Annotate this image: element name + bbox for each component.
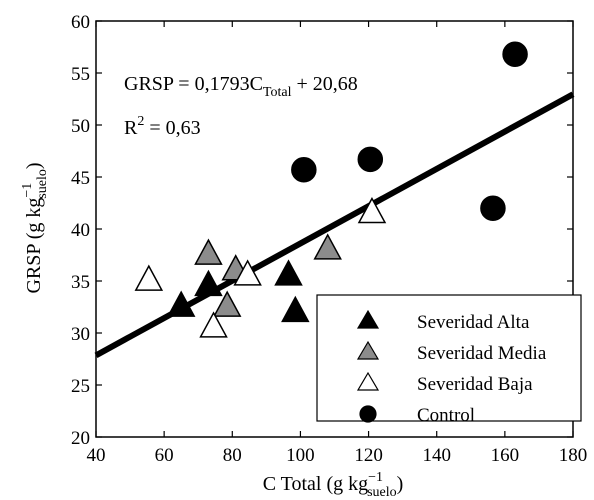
y-tick-label: 55	[71, 64, 90, 85]
regression-equation: GRSP = 0,1793CTotal + 20,68	[124, 73, 358, 100]
point-severidad-alta	[166, 290, 196, 317]
point-severidad-media	[212, 290, 242, 317]
y-tick-label: 50	[71, 116, 90, 137]
legend-item-severidad-media: Severidad Media	[356, 340, 547, 364]
y-tick-label: 30	[71, 324, 90, 345]
point-severidad-baja	[134, 264, 164, 291]
legend-item-severidad-baja: Severidad Baja	[356, 371, 533, 395]
legend-label: Severidad Alta	[417, 312, 530, 333]
y-tick-label: 20	[71, 428, 90, 449]
point-severidad-alta	[194, 269, 223, 297]
point-severidad-alta	[274, 259, 303, 286]
legend-marker	[356, 309, 380, 329]
axis-ticks: 40 60 80 100 120 140 160 180 20 25 30 35 40 45 50 55 60	[71, 12, 587, 466]
point-severidad-alta	[281, 295, 310, 323]
legend-item-severidad-alta: Severidad Alta	[356, 309, 530, 333]
legend-marker	[356, 340, 380, 360]
x-axis-title: C Total (g kg−1 suelo)	[263, 470, 404, 500]
x-tick-label: 40	[87, 445, 106, 466]
x-tick-label: 180	[559, 445, 588, 466]
x-tick-label: 160	[491, 445, 520, 466]
legend: Severidad Alta Severidad Media Severidad B…	[316, 294, 582, 426]
point-severidad-media	[194, 238, 223, 265]
legend-item-control: Control	[359, 405, 475, 426]
y-tick-label: 60	[71, 12, 90, 33]
plot-area: 40 60 80 100 120 140 160 180 20 25 30 35 40 45 50 55 60	[71, 12, 587, 466]
point-control	[357, 146, 384, 173]
legend-label: Control	[417, 405, 475, 426]
x-tick-label: 80	[223, 445, 242, 466]
legend-label: Severidad Media	[417, 343, 547, 364]
y-tick-label: 40	[71, 220, 90, 241]
y-tick-label: 25	[71, 376, 90, 397]
legend-label: Severidad Baja	[417, 374, 533, 395]
point-control	[480, 195, 506, 221]
x-tick-label: 60	[155, 445, 174, 466]
legend-marker	[356, 371, 380, 391]
point-severidad-baja	[233, 259, 262, 286]
point-severidad-baja	[357, 196, 387, 224]
legend-marker	[359, 405, 377, 423]
r-squared-label: R2 = 0,63	[124, 114, 201, 139]
point-control	[502, 41, 528, 68]
y-tick-label: 45	[71, 168, 90, 189]
x-tick-label: 140	[422, 445, 451, 466]
y-tick-label: 35	[71, 272, 90, 293]
point-control	[291, 156, 317, 183]
data-points	[134, 41, 528, 338]
x-tick-label: 100	[286, 445, 315, 466]
y-axis-title: GRSP (g kg−1suelo)	[20, 162, 50, 293]
point-severidad-baja	[199, 311, 228, 338]
point-severidad-media	[313, 233, 342, 260]
x-tick-label: 120	[354, 445, 383, 466]
